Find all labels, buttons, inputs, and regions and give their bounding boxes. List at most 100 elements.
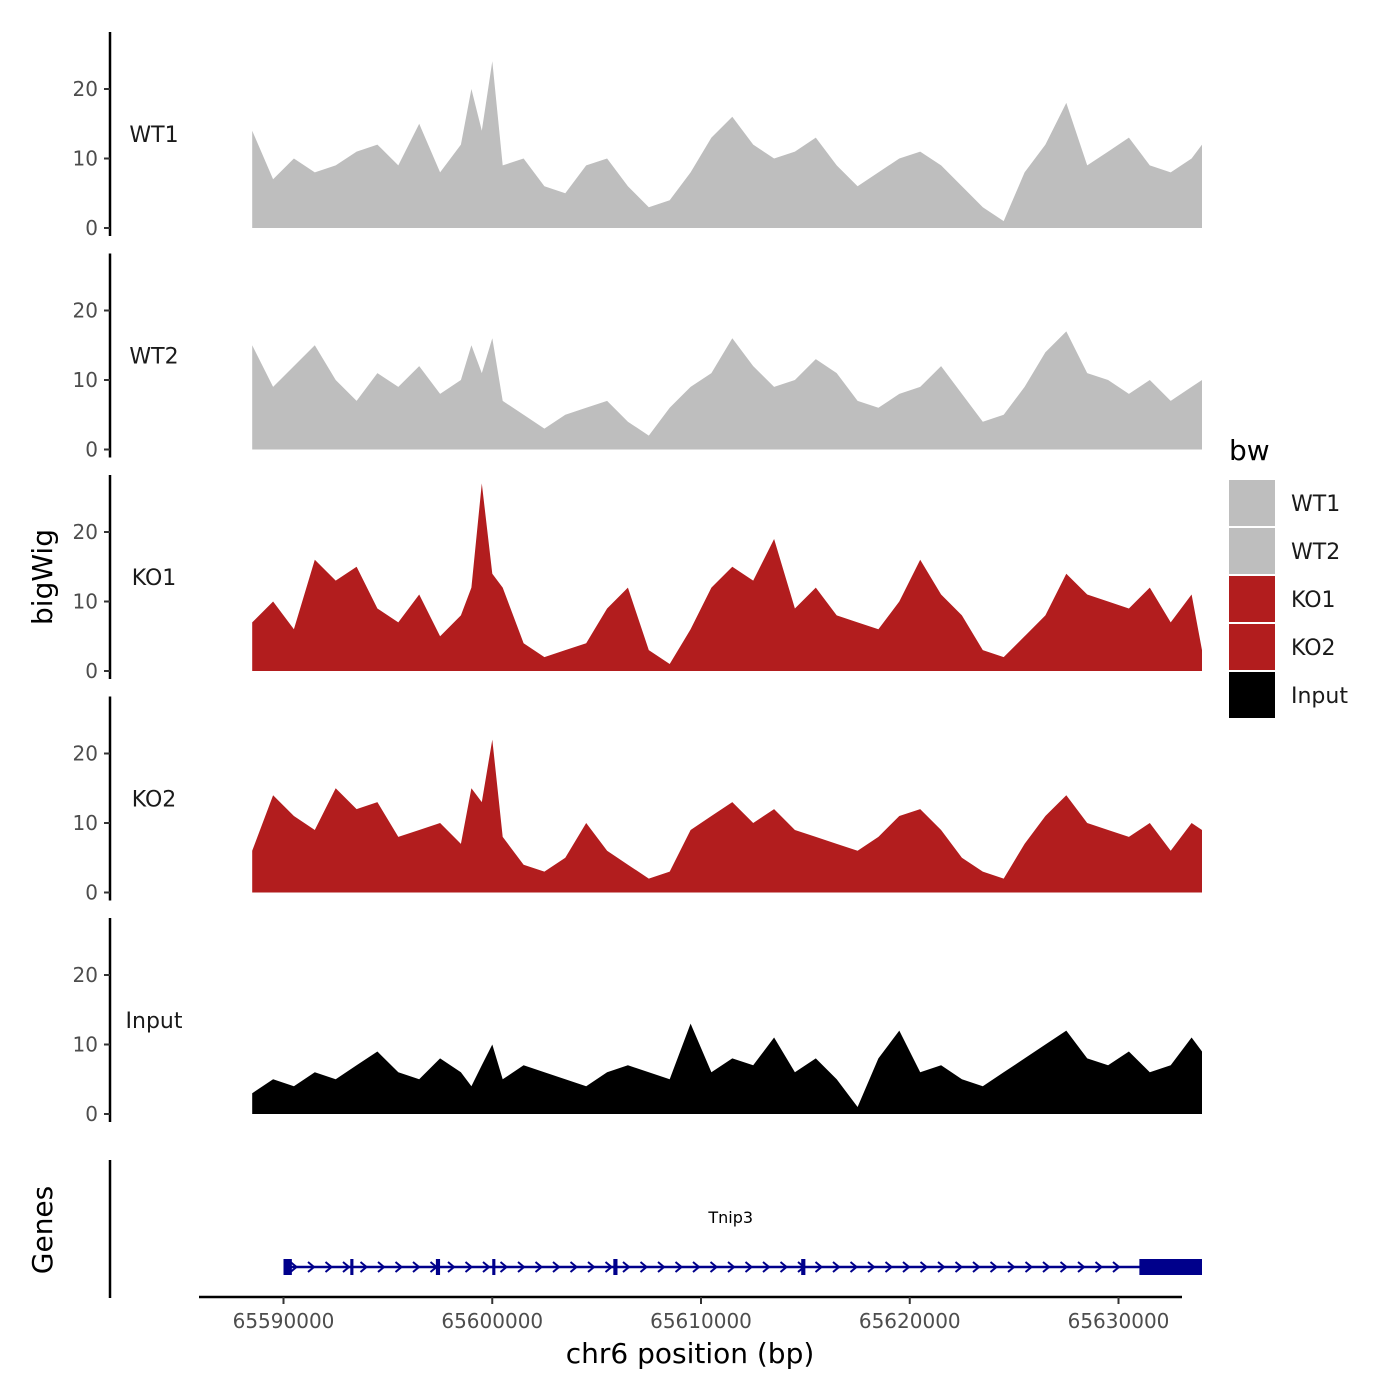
legend-key-ko1 [1229,576,1275,622]
strand-arrow [902,1261,911,1273]
strand-arrow [779,1261,789,1273]
y-tick-label: 10 [73,590,98,614]
strand-arrow [1007,1261,1016,1273]
y-tick-label: 0 [85,216,98,240]
y-tick-label: 10 [73,811,98,835]
legend-title: bw [1229,434,1270,467]
strand-arrow [1042,1261,1051,1273]
gene-exon [435,1259,441,1275]
strand-arrow [1094,1261,1104,1273]
y-tick-label: 0 [85,1102,98,1126]
strand-arrow [394,1261,404,1273]
strand-arrow [972,1261,981,1273]
area-input [252,1023,1202,1114]
strand-arrow [674,1261,684,1273]
x-axis-title: chr6 position (bp) [566,1337,815,1370]
strand-arrow [324,1261,334,1273]
legend-label: WT2 [1291,540,1340,565]
strand-arrow [377,1261,386,1273]
strand-arrow [762,1261,771,1273]
x-tick-label: 65600000 [441,1309,543,1333]
strand-arrow [849,1261,859,1273]
genes-axis-title: Genes [26,1186,59,1274]
x-tick-label: 65630000 [1068,1309,1170,1333]
y-tick-label: 20 [73,77,98,101]
legend-key-wt1 [1229,480,1275,526]
y-tick-label: 20 [73,742,98,766]
y-tick-label: 10 [73,147,98,171]
gene-exon [283,1259,292,1275]
strand-arrow [692,1261,701,1273]
strand-arrow [639,1261,649,1273]
y-axis-title: bigWig [26,529,59,625]
track-wt1: 0 10 20 WT1 [73,32,1202,240]
strand-arrow [552,1261,561,1273]
strand-arrow [709,1261,719,1273]
y-tick-label: 0 [85,659,98,683]
track-ko2: 0 10 20 KO2 [73,696,1202,905]
track-label: KO2 [132,788,177,813]
strand-arrow [289,1261,299,1273]
strand-arrow [307,1261,316,1273]
legend-key-ko2 [1229,624,1275,670]
signal-tracks: 0 10 20 WT1 0 10 20 WT2 0 10 20 KO1 0 10 20 KO2 0 10 20 Inp… [73,32,1202,1126]
strand-arrow [867,1261,876,1273]
strand-arrow [587,1261,596,1273]
track-label: WT2 [129,345,178,370]
area-wt1 [252,61,1202,229]
strand-arrow [622,1261,631,1273]
strand-arrow [919,1261,929,1273]
area-wt2 [252,331,1202,450]
strand-arrow [814,1261,824,1273]
y-tick-label: 10 [73,368,98,392]
strand-arrow [517,1261,526,1273]
strand-arrow [989,1261,999,1273]
x-tick-label: 65610000 [650,1309,752,1333]
area-ko2 [252,739,1202,893]
track-label: WT1 [129,123,178,148]
strand-arrow [569,1261,579,1273]
x-tick-label: 65620000 [859,1309,961,1333]
area-ko1 [252,483,1202,671]
strand-arrow [342,1261,351,1273]
legend-label: WT1 [1291,492,1340,517]
track-label: Input [126,1009,183,1034]
strand-arrow [1077,1261,1086,1273]
strand-arrow [499,1261,509,1273]
x-axis: 65590000 65600000 65610000 65620000 65630000 [199,1295,1182,1333]
legend-label: Input [1291,684,1348,709]
strand-arrow [482,1261,491,1273]
strand-arrow [447,1261,456,1273]
gene-exon [1139,1259,1202,1275]
strand-arrow [727,1261,736,1273]
legend-label: KO2 [1291,636,1336,661]
y-tick-label: 20 [73,520,98,544]
gene-panel: Tnip3 [108,1160,1202,1298]
strand-arrow [359,1261,369,1273]
strand-arrow [832,1261,841,1273]
gene-exon [613,1259,618,1275]
track-wt2: 0 10 20 WT2 [73,253,1202,462]
strand-arrow [412,1261,421,1273]
legend-label: KO1 [1291,588,1336,613]
strand-arrow [1024,1261,1034,1273]
strand-arrow [884,1261,894,1273]
strand-arrow [1059,1261,1069,1273]
track-input: 0 10 20 Input [73,918,1202,1126]
gene-name-label: Tnip3 [707,1208,753,1227]
y-tick-label: 0 [85,438,98,462]
legend: bw WT1 WT2 KO1 KO2 Input [1229,434,1348,718]
strand-arrow [534,1261,544,1273]
y-tick-label: 10 [73,1033,98,1057]
gene-exon [350,1259,354,1275]
track-ko1: 0 10 20 KO1 [73,475,1202,683]
gene-exon [492,1259,496,1275]
strand-arrow [937,1261,946,1273]
y-tick-label: 20 [73,963,98,987]
strand-arrow [744,1261,754,1273]
y-tick-label: 0 [85,881,98,905]
legend-key-wt2 [1229,528,1275,574]
strand-arrow [954,1261,964,1273]
y-tick-label: 20 [73,299,98,323]
